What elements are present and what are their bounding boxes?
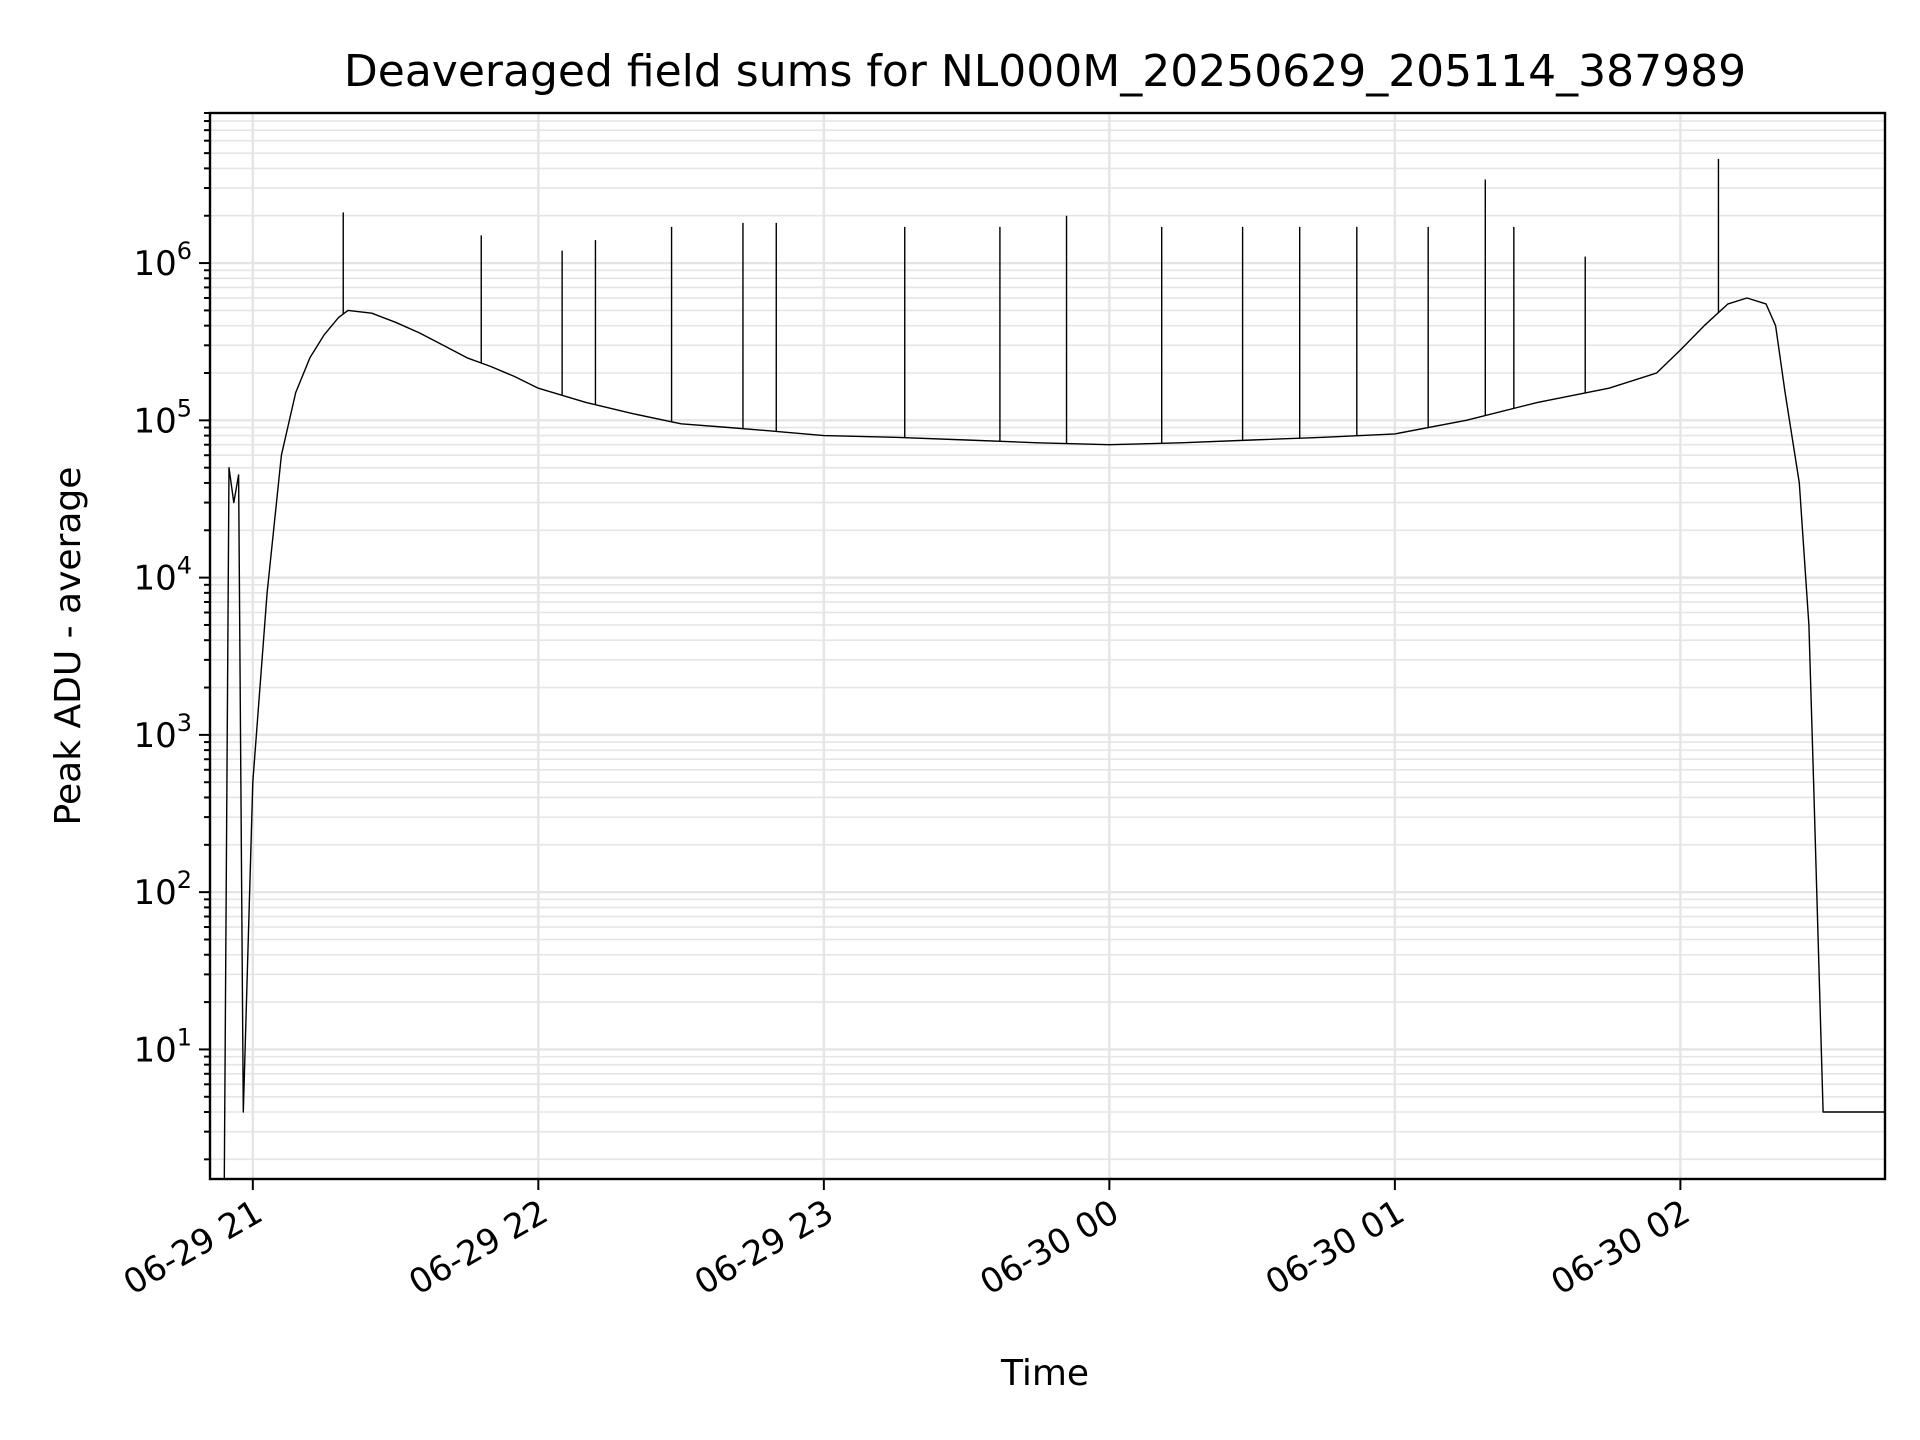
y-tick-label: 102 [133,866,192,913]
y-tick-label: 105 [133,394,192,441]
y-tick-label: 104 [133,552,192,599]
series-line [223,297,1885,1180]
x-tick-label: 06-30 01 [1259,1192,1411,1303]
y-tick-label: 106 [133,237,192,284]
y-axis-label: Peak ADU - average [48,467,89,826]
x-axis: 06-29 21 06-29 22 06-29 23 06-30 00 06-30 01… [117,1179,1697,1303]
y-tick-label: 103 [133,709,192,756]
plot-frame [208,111,1887,1181]
x-tick-label: 06-29 21 [117,1192,269,1303]
series-layer [223,158,1885,1180]
x-tick-label: 06-29 23 [688,1192,840,1303]
x-tick-label: 06-29 22 [402,1192,554,1303]
chart-title: Deaveraged field sums for NL000M_2025062… [344,46,1746,97]
grid-lines [210,112,1885,1179]
x-tick-label: 06-30 02 [1544,1192,1696,1303]
y-axis: 101 102 103 104 105 106 [133,112,210,1161]
x-tick-label: 06-30 00 [973,1192,1125,1303]
x-axis-label: Time [1000,1353,1089,1394]
y-tick-label: 101 [133,1023,192,1070]
